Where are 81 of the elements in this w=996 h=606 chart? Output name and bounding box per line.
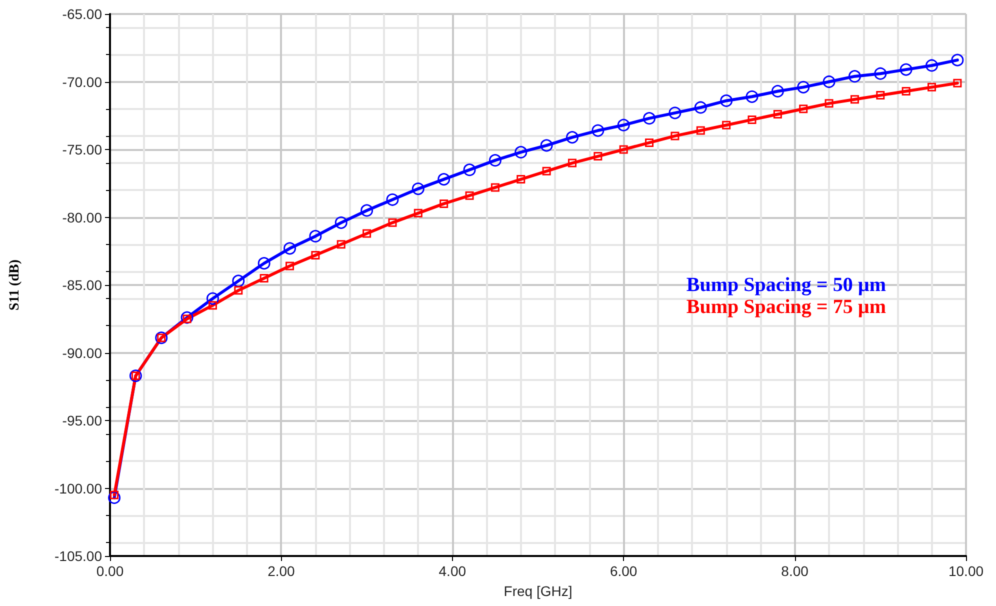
point (822, 76, 836, 88)
point (260, 274, 268, 282)
point (926, 59, 938, 72)
point (388, 218, 397, 227)
point (311, 250, 320, 260)
point (748, 115, 756, 124)
point (568, 158, 576, 168)
point (848, 70, 861, 83)
point (617, 118, 630, 132)
point (258, 257, 270, 270)
y-tick-label: -65.00 (62, 6, 102, 22)
point (850, 95, 859, 104)
point (953, 78, 962, 88)
y-tick-label: -75.00 (62, 142, 102, 158)
point (797, 80, 810, 94)
point (463, 164, 476, 176)
point (902, 86, 910, 96)
point (208, 301, 217, 310)
point (668, 106, 682, 120)
point (722, 120, 731, 130)
point (694, 101, 707, 114)
point (592, 124, 604, 137)
x-tick-label: 4.00 (438, 563, 466, 579)
point (334, 216, 348, 229)
point (488, 154, 502, 167)
point (720, 94, 733, 107)
point (412, 182, 424, 196)
point (594, 152, 602, 161)
point (309, 230, 322, 242)
point (542, 166, 551, 176)
point (465, 191, 474, 200)
y-tick-label: -80.00 (62, 209, 102, 226)
point (284, 242, 296, 255)
y-tick-label: -70.00 (62, 74, 102, 90)
text: Bump Spacing = 75 µm (686, 296, 886, 318)
point (746, 90, 758, 103)
y-axis-title: S11 (dB) (8, 259, 22, 310)
y-tick-label: -85.00 (62, 277, 102, 293)
point (771, 84, 784, 98)
point (440, 199, 448, 208)
point (951, 54, 964, 66)
point (386, 193, 399, 206)
point (645, 138, 654, 147)
point (799, 104, 808, 114)
x-tick-label: 2.00 (268, 563, 296, 579)
text: Bump Spacing = 50 µm (686, 274, 886, 296)
point (670, 132, 680, 140)
point (514, 146, 528, 158)
point (874, 67, 887, 80)
point (876, 91, 885, 100)
point (619, 145, 628, 154)
point (362, 229, 372, 238)
point (900, 63, 912, 76)
point (540, 139, 553, 152)
x-tick-label: 8.00 (781, 563, 809, 579)
point (206, 292, 219, 305)
point (232, 274, 245, 288)
point (234, 286, 243, 295)
y-tick-label: -100.00 (54, 480, 102, 496)
point (286, 262, 294, 270)
point (360, 204, 374, 217)
point (490, 183, 500, 192)
point (108, 491, 121, 504)
y-tick-label: -95.00 (62, 412, 102, 428)
point (438, 173, 450, 186)
point (516, 175, 526, 184)
point (180, 311, 194, 324)
point (414, 208, 422, 218)
point (928, 82, 936, 92)
point (824, 99, 834, 108)
point (773, 110, 782, 119)
x-axis-title: Freq [GHz] (504, 583, 572, 599)
point (643, 112, 656, 125)
point (566, 131, 578, 144)
x-tick-label: 10.00 (948, 563, 984, 579)
x-tick-label: 0.00 (96, 563, 124, 579)
point (696, 126, 705, 135)
y-tick-label: -90.00 (62, 344, 102, 361)
x-tick-label: 6.00 (610, 563, 638, 579)
y-tick-label: -105.00 (54, 548, 102, 564)
point (336, 240, 346, 249)
